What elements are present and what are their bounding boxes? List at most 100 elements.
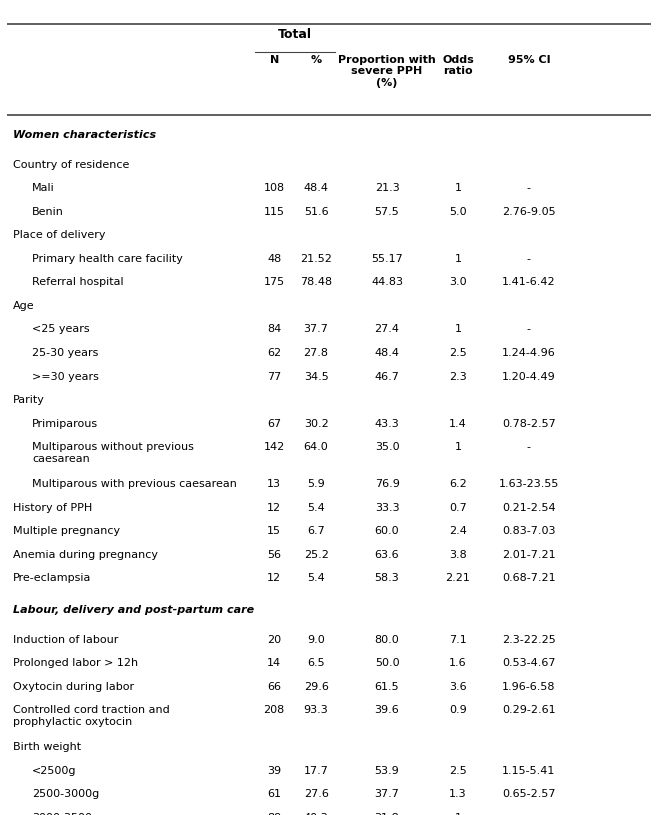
Text: 61: 61 (267, 789, 281, 800)
Text: >=30 years: >=30 years (32, 372, 99, 381)
Text: 60.0: 60.0 (374, 526, 399, 536)
Text: 1: 1 (455, 324, 461, 334)
Text: N: N (270, 55, 279, 65)
Text: Total: Total (278, 28, 312, 41)
Text: 14: 14 (267, 659, 281, 668)
Text: 89: 89 (267, 813, 282, 815)
Text: 55.17: 55.17 (371, 253, 403, 264)
Text: 62: 62 (267, 348, 281, 358)
Text: %: % (311, 55, 322, 65)
Text: 31.8: 31.8 (374, 813, 399, 815)
Text: History of PPH: History of PPH (13, 503, 92, 513)
Text: Anemia during pregnancy: Anemia during pregnancy (13, 549, 158, 560)
Text: 2.4: 2.4 (449, 526, 467, 536)
Text: 1: 1 (455, 253, 461, 264)
Text: 0.78-2.57: 0.78-2.57 (502, 419, 556, 429)
Text: Benin: Benin (32, 207, 64, 217)
Text: <2500g: <2500g (32, 766, 77, 776)
Text: 3.8: 3.8 (449, 549, 467, 560)
Text: 17.7: 17.7 (303, 766, 328, 776)
Text: Oxytocin during labor: Oxytocin during labor (13, 682, 134, 692)
Text: Multiparous with previous caesarean: Multiparous with previous caesarean (32, 479, 238, 489)
Text: 0.21-2.54: 0.21-2.54 (502, 503, 556, 513)
Text: 2500-3000g: 2500-3000g (32, 789, 99, 800)
Text: -: - (527, 253, 531, 264)
Text: 29.6: 29.6 (303, 682, 328, 692)
Text: Labour, delivery and post-partum care: Labour, delivery and post-partum care (13, 605, 254, 615)
Text: 15: 15 (267, 526, 281, 536)
Text: 5.0: 5.0 (449, 207, 467, 217)
Text: 6.5: 6.5 (307, 659, 325, 668)
Text: 30.2: 30.2 (304, 419, 328, 429)
Text: Primary health care facility: Primary health care facility (32, 253, 183, 264)
Text: 115: 115 (264, 207, 285, 217)
Text: Place of delivery: Place of delivery (13, 230, 105, 240)
Text: 35.0: 35.0 (374, 443, 399, 452)
Text: 27.4: 27.4 (374, 324, 399, 334)
Text: Referral hospital: Referral hospital (32, 277, 124, 288)
Text: 2.21: 2.21 (445, 573, 470, 584)
Text: 80.0: 80.0 (374, 635, 399, 645)
Text: 2.01-7.21: 2.01-7.21 (502, 549, 556, 560)
Text: 1: 1 (455, 183, 461, 193)
Text: 1.4: 1.4 (449, 419, 467, 429)
Text: 6.7: 6.7 (307, 526, 325, 536)
Text: 58.3: 58.3 (374, 573, 399, 584)
Text: 25-30 years: 25-30 years (32, 348, 99, 358)
Text: Induction of labour: Induction of labour (13, 635, 118, 645)
Text: 25.2: 25.2 (303, 549, 328, 560)
Text: 12: 12 (267, 573, 281, 584)
Text: 2.76-9.05: 2.76-9.05 (502, 207, 556, 217)
Text: 5.4: 5.4 (307, 573, 325, 584)
Text: Proportion with
severe PPH
(%): Proportion with severe PPH (%) (338, 55, 436, 88)
Text: 43.3: 43.3 (374, 419, 399, 429)
Text: 0.9: 0.9 (449, 706, 467, 716)
Text: 40.3: 40.3 (304, 813, 328, 815)
Text: 84: 84 (267, 324, 282, 334)
Text: 208: 208 (264, 706, 285, 716)
Text: 1.41-6.42: 1.41-6.42 (502, 277, 556, 288)
Text: 27.6: 27.6 (303, 789, 328, 800)
Text: 77: 77 (267, 372, 282, 381)
Text: 0.53-4.67: 0.53-4.67 (502, 659, 555, 668)
Text: 48.4: 48.4 (374, 348, 399, 358)
Text: Women characteristics: Women characteristics (13, 130, 156, 139)
Text: 64.0: 64.0 (304, 443, 328, 452)
Text: Country of residence: Country of residence (13, 160, 130, 170)
Text: Odds
ratio: Odds ratio (442, 55, 474, 77)
Text: 142: 142 (264, 443, 285, 452)
Text: 2.5: 2.5 (449, 348, 467, 358)
Text: -: - (527, 324, 531, 334)
Text: 0.68-7.21: 0.68-7.21 (502, 573, 556, 584)
Text: Pre-eclampsia: Pre-eclampsia (13, 573, 91, 584)
Text: 66: 66 (267, 682, 281, 692)
Text: 67: 67 (267, 419, 281, 429)
Text: 0.29-2.61: 0.29-2.61 (502, 706, 556, 716)
Text: Mali: Mali (32, 183, 55, 193)
Text: 37.7: 37.7 (374, 789, 399, 800)
Text: 3000-3500g: 3000-3500g (32, 813, 99, 815)
Text: 1.20-4.49: 1.20-4.49 (502, 372, 556, 381)
Text: 1.3: 1.3 (449, 789, 467, 800)
Text: 57.5: 57.5 (374, 207, 399, 217)
Text: 0.65-2.57: 0.65-2.57 (502, 789, 555, 800)
Text: 39: 39 (267, 766, 281, 776)
Text: 95% CI: 95% CI (507, 55, 550, 65)
Text: -: - (527, 443, 531, 452)
Text: 20: 20 (267, 635, 281, 645)
Text: 3.6: 3.6 (449, 682, 467, 692)
Text: Primiparous: Primiparous (32, 419, 99, 429)
Text: 5.4: 5.4 (307, 503, 325, 513)
Text: Birth weight: Birth weight (13, 742, 81, 752)
Text: 1.6: 1.6 (449, 659, 467, 668)
Text: 6.2: 6.2 (449, 479, 467, 489)
Text: Prolonged labor > 12h: Prolonged labor > 12h (13, 659, 138, 668)
Text: 33.3: 33.3 (374, 503, 399, 513)
Text: 27.8: 27.8 (303, 348, 328, 358)
Text: 5.9: 5.9 (307, 479, 325, 489)
Text: 7.1: 7.1 (449, 635, 467, 645)
Text: 0.7: 0.7 (449, 503, 467, 513)
Text: <25 years: <25 years (32, 324, 90, 334)
Text: 48.4: 48.4 (303, 183, 328, 193)
Text: 1: 1 (455, 443, 461, 452)
